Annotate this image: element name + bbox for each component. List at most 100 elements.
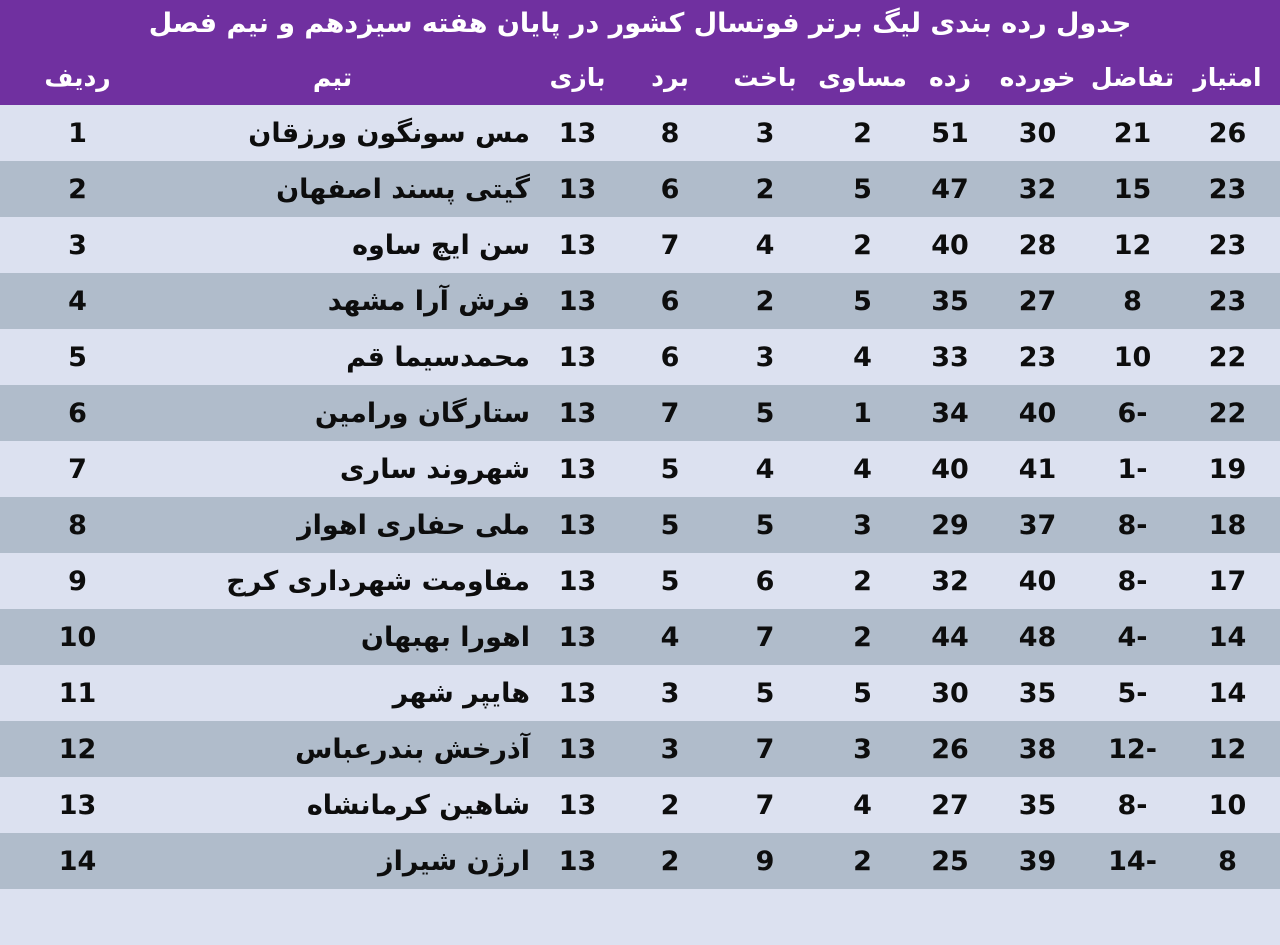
cell-wins: 5 — [660, 565, 680, 597]
cell-goals-for: 32 — [931, 565, 969, 597]
cell-losses: 3 — [755, 117, 775, 149]
cell-losses: 7 — [755, 733, 775, 765]
cell-rank: 7 — [68, 453, 87, 485]
cell-losses: 5 — [755, 677, 775, 709]
cell-games: 13 — [558, 733, 597, 765]
cell-rank: 8 — [68, 509, 87, 541]
cell-rank: 4 — [68, 285, 87, 317]
cell-rank: 11 — [58, 677, 97, 709]
cell-goals-for: 27 — [931, 789, 969, 821]
cell-goals-against: 39 — [1018, 845, 1057, 877]
table-row[interactable]: 3 سن ایچ ساوه 13 7 4 2 40 28 12 23 — [0, 217, 1280, 273]
cell-games: 13 — [558, 845, 597, 877]
cell-team: مس سونگون ورزقان — [248, 117, 530, 149]
cell-rank: 1 — [68, 117, 87, 149]
cell-losses: 2 — [755, 285, 775, 317]
table-row[interactable]: 7 شهروند ساری 13 5 4 4 40 41 -1 19 — [0, 441, 1280, 497]
cell-points: 23 — [1208, 285, 1247, 317]
cell-draws: 4 — [853, 341, 872, 373]
cell-goals-against: 32 — [1018, 173, 1057, 205]
cell-draws: 4 — [853, 789, 872, 821]
cell-wins: 7 — [660, 397, 680, 429]
table-row[interactable]: 5 محمدسیما قم 13 6 3 4 33 23 10 22 — [0, 329, 1280, 385]
cell-goals-for: 51 — [931, 117, 969, 149]
cell-points: 14 — [1208, 677, 1247, 709]
table-row[interactable]: 8 ملی حفاری اهواز 13 5 5 3 29 37 -8 18 — [0, 497, 1280, 553]
cell-draws: 2 — [853, 845, 872, 877]
cell-goal-diff: -4 — [1117, 621, 1148, 653]
cell-goals-for: 29 — [931, 509, 969, 541]
cell-goal-diff: -14 — [1108, 845, 1157, 877]
cell-points: 10 — [1208, 789, 1247, 821]
cell-games: 13 — [558, 789, 597, 821]
cell-wins: 8 — [660, 117, 680, 149]
cell-draws: 2 — [853, 565, 872, 597]
cell-points: 23 — [1208, 173, 1247, 205]
cell-wins: 3 — [660, 677, 680, 709]
cell-points: 14 — [1208, 621, 1247, 653]
cell-team: مقاومت شهرداری کرج — [226, 565, 530, 597]
cell-games: 13 — [558, 453, 597, 485]
cell-wins: 4 — [660, 621, 680, 653]
cell-games: 13 — [558, 341, 597, 373]
cell-goal-diff: -8 — [1117, 509, 1148, 541]
table-row[interactable]: 13 شاهین کرمانشاه 13 2 7 4 27 35 -8 10 — [0, 777, 1280, 833]
cell-games: 13 — [558, 621, 597, 653]
cell-goal-diff: -8 — [1117, 789, 1148, 821]
column-header-rank: ردیف — [44, 63, 111, 92]
cell-goal-diff: 21 — [1113, 117, 1152, 149]
cell-games: 13 — [558, 397, 597, 429]
column-header-games: بازی — [549, 63, 606, 92]
cell-goals-against: 37 — [1018, 509, 1057, 541]
cell-wins: 2 — [660, 789, 680, 821]
cell-points: 22 — [1208, 397, 1247, 429]
cell-goal-diff: 15 — [1113, 173, 1152, 205]
cell-wins: 3 — [660, 733, 680, 765]
table-row[interactable]: 1 مس سونگون ورزقان 13 8 3 2 51 30 21 26 — [0, 105, 1280, 161]
column-header-draws: مساوی — [818, 63, 907, 92]
cell-wins: 5 — [660, 509, 680, 541]
cell-draws: 5 — [853, 285, 872, 317]
cell-goals-against: 48 — [1018, 621, 1057, 653]
cell-losses: 7 — [755, 789, 775, 821]
cell-losses: 7 — [755, 621, 775, 653]
cell-points: 17 — [1208, 565, 1247, 597]
cell-goal-diff: 10 — [1113, 341, 1152, 373]
cell-losses: 3 — [755, 341, 775, 373]
cell-rank: 10 — [58, 621, 97, 653]
table-row[interactable]: 10 اهورا بهبهان 13 4 7 2 44 48 -4 14 — [0, 609, 1280, 665]
table-row[interactable]: 6 ستارگان ورامین 13 7 5 1 34 40 -6 22 — [0, 385, 1280, 441]
cell-wins: 6 — [660, 285, 680, 317]
cell-draws: 1 — [853, 397, 872, 429]
cell-goals-against: 38 — [1018, 733, 1057, 765]
standings-table-body: 1 مس سونگون ورزقان 13 8 3 2 51 30 21 26 2 گیتی پسند… — [0, 105, 1280, 938]
cell-team: شاهین کرمانشاه — [306, 789, 530, 821]
table-row[interactable]: 12 آذرخش بندرعباس 13 3 7 3 26 38 -12 12 — [0, 721, 1280, 777]
cell-goal-diff: -5 — [1117, 677, 1148, 709]
table-row[interactable]: 14 ارژن شیراز 13 2 9 2 25 39 -14 8 — [0, 833, 1280, 889]
cell-points: 19 — [1208, 453, 1247, 485]
cell-wins: 6 — [660, 173, 680, 205]
cell-rank: 2 — [68, 173, 87, 205]
cell-goal-diff: -6 — [1117, 397, 1148, 429]
column-header-goals-for: زده — [929, 63, 971, 92]
cell-goals-against: 28 — [1018, 229, 1057, 261]
cell-team: ستارگان ورامین — [314, 397, 530, 429]
column-header-goals-against: خورده — [999, 63, 1076, 92]
column-header-goal-diff: تفاضل — [1090, 63, 1175, 92]
cell-team: سن ایچ ساوه — [352, 229, 530, 261]
cell-points: 12 — [1208, 733, 1247, 765]
cell-rank: 12 — [58, 733, 97, 765]
cell-goals-for: 34 — [931, 397, 969, 429]
cell-draws: 4 — [853, 453, 872, 485]
table-row[interactable]: 11 هایپر شهر 13 3 5 5 30 35 -5 14 — [0, 665, 1280, 721]
table-row[interactable]: 9 مقاومت شهرداری کرج 13 5 6 2 32 40 -8 17 — [0, 553, 1280, 609]
column-header-points: امتیاز — [1193, 63, 1262, 92]
table-row[interactable]: 2 گیتی پسند اصفهان 13 6 2 5 47 32 15 23 — [0, 161, 1280, 217]
cell-goals-for: 40 — [931, 229, 969, 261]
cell-goals-for: 47 — [931, 173, 969, 205]
cell-goals-against: 35 — [1018, 789, 1057, 821]
title-banner: جدول رده بندی لیگ برتر فوتسال کشور در پا… — [0, 0, 1280, 50]
cell-goals-against: 35 — [1018, 677, 1057, 709]
table-row[interactable]: 4 فرش آرا مشهد 13 6 2 5 35 27 8 23 — [0, 273, 1280, 329]
